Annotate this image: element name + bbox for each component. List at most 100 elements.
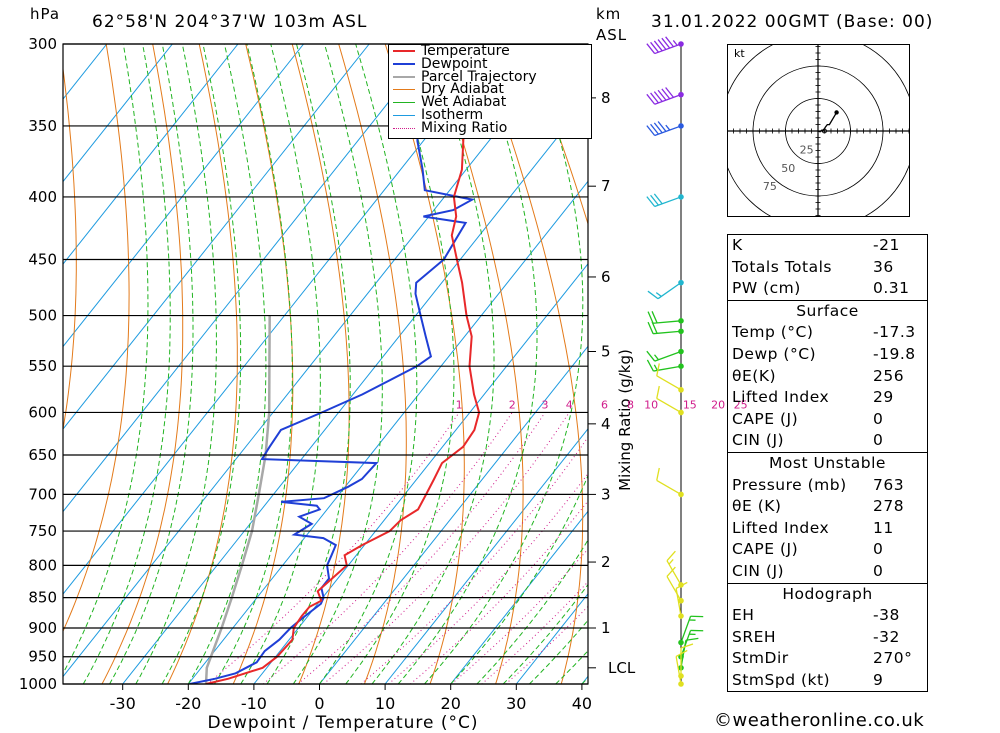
pressure-tick-label: 500 [28,307,57,325]
index-label: θE(K) [732,366,777,385]
dry-adiabat-line [232,44,294,684]
wind-barb-flag [650,41,659,53]
height-tick-label: 4 [601,415,611,433]
hodograph-ring-label: 50 [781,162,795,175]
wind-barb [646,359,684,372]
surface-section-title: Surface [796,301,859,320]
height-tick-label: 5 [601,343,611,361]
wind-barb [678,615,704,646]
wind-barb-staff [654,94,682,105]
index-value: 270° [873,649,913,668]
wind-barb-flag [653,122,663,134]
x-tick-label: -30 [110,694,136,713]
wind-barb-flag [656,385,660,399]
wind-barb-flag [646,350,656,362]
index-row: K -21 [728,235,927,257]
index-value: 278 [873,497,905,516]
height-tick-label: 3 [601,485,611,503]
mixing-ratio-line [388,472,588,684]
wet-adiabat-line [371,44,495,684]
pressure-tick-label: 450 [28,251,57,269]
hodograph-unit-label: kt [734,47,745,60]
index-value: -32 [873,627,900,646]
legend-item-dry-adiabat: Dry Adiabat [389,83,591,96]
index-value: 0 [873,540,884,559]
wind-barb [647,279,684,300]
mixing-ratio-line [410,500,588,684]
index-row: θE(K) 256 [728,366,927,388]
index-label: K [732,236,743,254]
wind-barb-staff [666,560,682,586]
plot-frame [62,43,589,685]
wind-barb-flag [657,89,667,101]
pressure-tick-label: 1000 [19,675,57,693]
wind-barb-flag [651,311,658,324]
wind-barb-flag [657,39,667,50]
index-value: 0 [873,409,884,428]
index-row: EH -38 [728,605,927,627]
index-label: CAPE (J) [732,409,799,428]
wind-barb-staff [656,375,682,391]
wind-barb-flag [653,40,663,52]
hodograph-section: Hodograph EH -38 SREH -32 StmDir 270° StmSpd (… [728,582,927,692]
pressure-tick-label: 900 [28,619,57,637]
wind-barb-staff [675,656,682,685]
isotherm-line [63,44,501,595]
mixing-ratio-label: 20 [711,398,725,411]
index-value: 256 [873,366,905,385]
mixing-ratio-label: 1 [456,398,463,411]
wet-adiabat-line [161,44,242,684]
hodograph-trace [817,112,838,133]
wind-barb-flag [665,36,674,48]
x-tick-label: 10 [375,694,395,713]
wind-barb [646,121,684,137]
wind-barb-flag [666,550,676,562]
legend-item-mixing-ratio: Mixing Ratio [389,121,591,135]
height-tick-label: 6 [601,268,611,286]
isotherm-line [63,44,436,513]
wind-barb [646,193,684,208]
wind-barb-flag [646,93,656,105]
legend-item-isotherm: Isotherm [389,108,591,122]
wind-barb-flag [651,321,658,334]
wet-adiabat-line [450,474,588,684]
x-tick-label: 40 [572,694,592,713]
index-row: CAPE (J) 0 [728,539,927,561]
most-unstable-section: Most Unstable Pressure (mb) 763 θE (K) 278 L… [728,451,927,583]
mixing-ratio-line [206,412,460,684]
index-row: Temp (°C) -17.3 [728,322,927,344]
indices-table: K -21 Totals Totals 36 PW (cm) 0.31 Surface T… [727,234,928,693]
index-value: -38 [873,606,900,625]
pressure-tick-label: 550 [28,357,57,375]
wind-barb [647,321,684,335]
dry-adiabat-line [524,44,588,226]
wind-barb-half-flag [655,292,662,297]
isotherm-line [63,44,239,265]
mixing-ratio-label: 15 [683,398,697,411]
wind-barb [675,649,688,687]
isotherm-line [319,345,588,684]
isotherm-line [63,44,173,183]
wind-barb-flag [647,321,654,334]
copyright-text: ©weatheronline.co.uk [714,710,925,731]
index-value: -17.3 [873,323,916,342]
index-row: Totals Totals 36 [728,257,927,279]
parcel-trajectory [204,315,271,684]
dry-adiabat-line [943,44,1000,684]
wind-barb [656,363,684,393]
index-label: StmSpd (kt) [732,670,831,689]
wind-barb-staff [656,479,682,495]
index-value: -19.8 [873,344,916,363]
index-value: 0 [873,431,884,450]
wind-barb-flag [665,87,674,98]
isotherm-line [450,510,588,684]
hodograph-section-title: Hodograph [782,584,873,603]
index-row: PW (cm) 0.31 [728,278,927,300]
wind-barb-half-flag [654,354,659,361]
index-row: StmDir 270° [728,648,927,670]
mixing-ratio-line [297,412,546,684]
wet-adiabat-line [266,44,351,684]
pressure-tick-label: 600 [28,403,57,421]
surface-section: Surface Temp (°C) -17.3 Dewp (°C) -19.8 θE(K… [728,299,927,452]
